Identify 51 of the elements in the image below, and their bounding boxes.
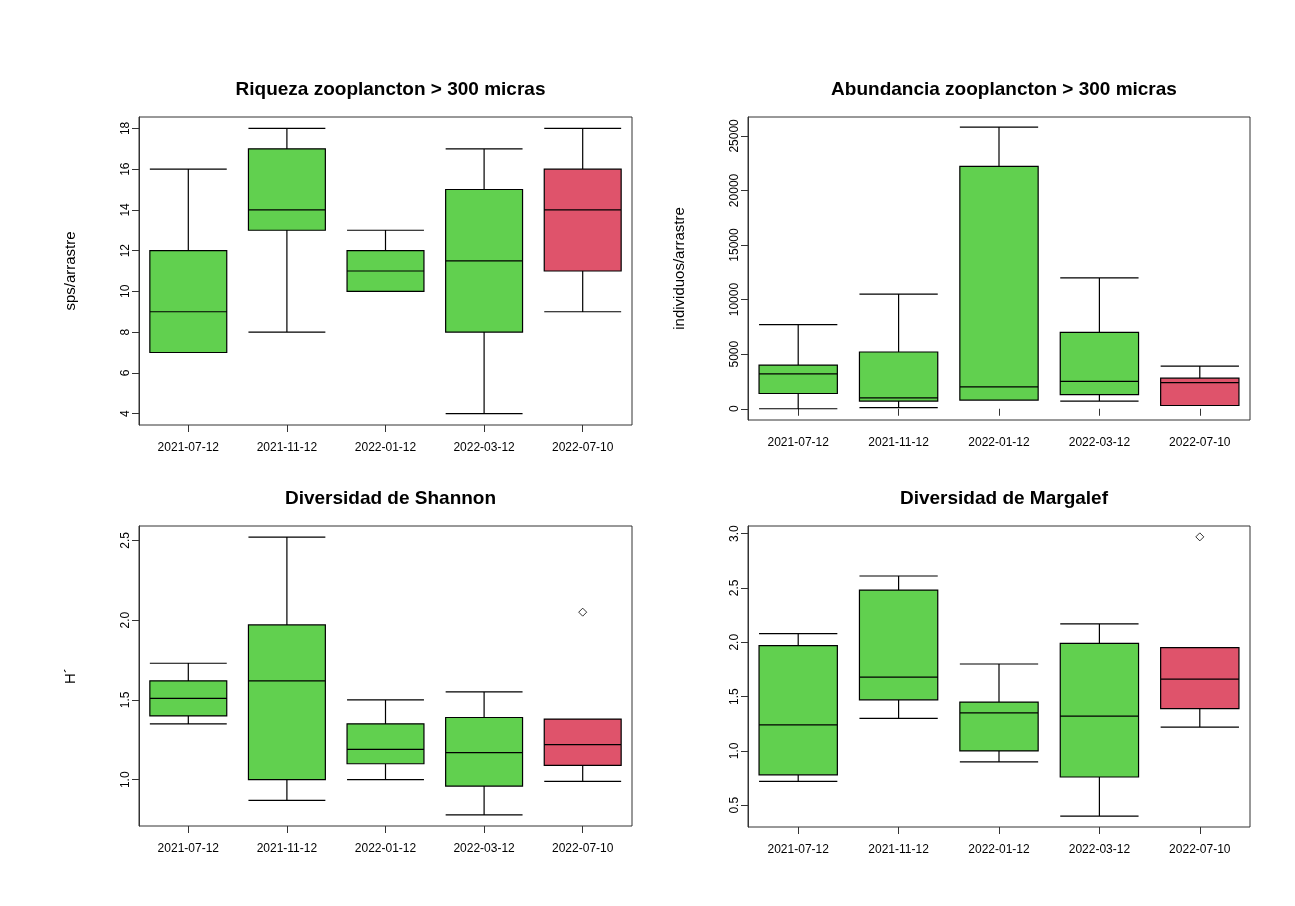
x-tick-label: 2021-07-12 — [767, 842, 830, 856]
y-tick-label: 2.5 — [118, 531, 132, 549]
x-tick-label: 2022-07-10 — [1169, 842, 1231, 856]
y-axis-title: sps/arrastre — [61, 231, 78, 311]
chart-title: Riqueza zooplancton > 300 micras — [235, 78, 546, 99]
y-axis-title: H´ — [61, 668, 78, 684]
x-tick-label: 2022-03-12 — [1068, 842, 1131, 856]
x-tick-label: 2022-01-12 — [354, 841, 417, 855]
x-tick-label: 2022-07-10 — [1169, 435, 1231, 449]
y-tick-label: 1.5 — [118, 691, 132, 709]
y-tick-label: 1.0 — [727, 742, 741, 760]
y-tick-label: 0 — [727, 405, 741, 413]
x-tick-label: 2021-07-12 — [767, 435, 830, 449]
y-tick-label: 18 — [118, 121, 132, 136]
y-tick-label: 20000 — [727, 173, 741, 208]
y-tick-label: 1.0 — [118, 771, 132, 789]
x-tick-label: 2022-03-12 — [453, 440, 516, 454]
chart-title: Diversidad de Shannon — [284, 487, 497, 508]
y-tick-label: 14 — [118, 202, 132, 217]
x-tick-label: 2022-01-12 — [968, 435, 1031, 449]
x-tick-label: 2022-03-12 — [1068, 435, 1131, 449]
x-tick-label: 2022-07-10 — [552, 841, 614, 855]
x-tick-label: 2022-01-12 — [968, 842, 1031, 856]
y-tick-label: 4 — [118, 409, 132, 417]
y-tick-label: 0.5 — [727, 796, 741, 814]
y-tick-label: 2.0 — [727, 633, 741, 651]
y-tick-label: 25000 — [727, 118, 741, 153]
x-tick-label: 2022-07-10 — [552, 440, 614, 454]
chart-title: Diversidad de Margalef — [899, 487, 1109, 508]
y-tick-label: 2.0 — [118, 611, 132, 629]
y-tick-label: 2.5 — [727, 579, 741, 597]
y-tick-label: 6 — [118, 369, 132, 377]
x-tick-label: 2022-01-12 — [354, 440, 417, 454]
x-tick-label: 2021-11-12 — [868, 435, 930, 449]
y-tick-label: 16 — [118, 162, 132, 176]
y-axis-title: individuos/arrastre — [670, 207, 687, 330]
y-tick-label: 3.0 — [727, 524, 741, 542]
y-tick-label: 8 — [118, 328, 132, 336]
chart-title: Abundancia zooplancton > 300 micras — [831, 78, 1177, 99]
x-tick-label: 2021-11-12 — [868, 842, 930, 856]
x-tick-label: 2021-07-12 — [157, 841, 220, 855]
y-tick-label: 10000 — [727, 282, 741, 317]
x-tick-label: 2022-03-12 — [453, 841, 516, 855]
y-tick-label: 12 — [118, 243, 132, 258]
y-tick-label: 5000 — [727, 340, 741, 368]
y-tick-label: 1.5 — [727, 687, 741, 705]
x-tick-label: 2021-11-12 — [256, 440, 318, 454]
x-tick-label: 2021-07-12 — [157, 440, 220, 454]
x-tick-label: 2021-11-12 — [256, 841, 318, 855]
y-tick-label: 15000 — [727, 228, 741, 262]
y-tick-label: 10 — [118, 284, 132, 299]
